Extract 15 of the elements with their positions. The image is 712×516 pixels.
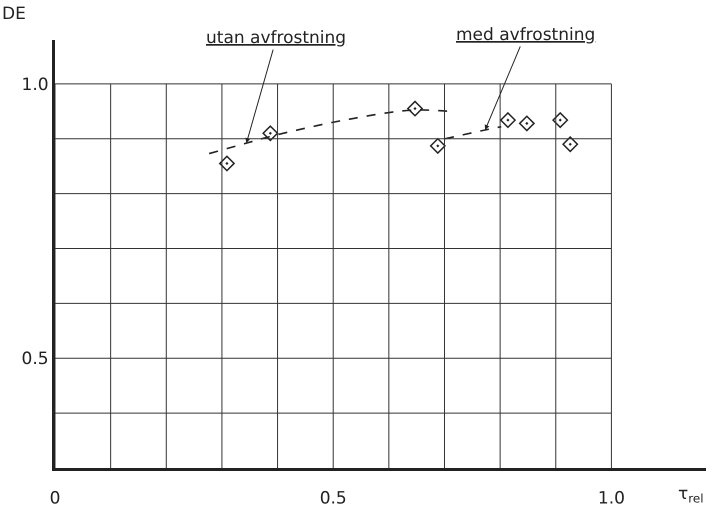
annotation: med avfrostning xyxy=(456,25,596,45)
point xyxy=(518,116,535,132)
point xyxy=(430,138,446,154)
x-axis-title: τ$_{rel}$ xyxy=(678,484,704,506)
x-tick-label: 1.0 xyxy=(598,488,625,508)
x-tick-label: 0.5 xyxy=(320,488,347,508)
point xyxy=(407,100,423,116)
x-tick-label: 0 xyxy=(50,488,60,508)
point xyxy=(552,112,568,128)
point xyxy=(262,125,278,142)
point xyxy=(219,156,235,172)
y-axis-title: DE xyxy=(2,4,26,24)
point xyxy=(500,112,516,128)
annotation: utan avfrostning xyxy=(206,28,346,48)
point xyxy=(562,136,578,152)
